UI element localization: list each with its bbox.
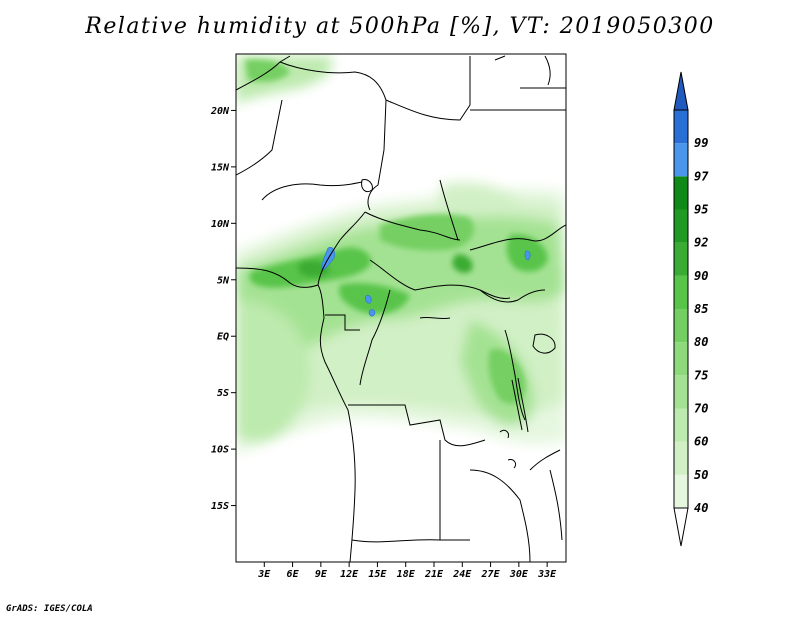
- lon-tick-label: 9E: [315, 569, 328, 580]
- lon-tick-label: 30E: [509, 569, 529, 580]
- border-congo-drc: [359, 289, 391, 386]
- colorbar-swatch: [674, 474, 688, 508]
- colorbar-swatch: [674, 176, 688, 210]
- lon-tick-label: 3E: [257, 569, 271, 580]
- colorbar-label: 90: [694, 269, 708, 283]
- border-libya-sudan: [385, 56, 471, 121]
- colorbar-arrow-low: [673, 507, 689, 547]
- colorbar-swatch: [674, 143, 688, 177]
- colorbar-swatch: [674, 309, 688, 343]
- border-algeria-niger: [279, 61, 387, 101]
- colorbar-swatch: [674, 342, 688, 376]
- colorbar-label: 99: [694, 136, 708, 150]
- lon-tick-label: 21E: [424, 569, 444, 580]
- chart-title: Relative humidity at 500hPa [%], VT: 201…: [85, 14, 715, 39]
- colorbar-arrow-high: [673, 71, 689, 111]
- lon-tick-label: 18E: [397, 569, 416, 580]
- border-car-drc: [369, 259, 511, 299]
- border-ssudan-drc: [479, 289, 546, 303]
- lat-tick-label: 10N: [211, 219, 230, 230]
- humidity-core-northwest: [245, 59, 290, 82]
- humidity-core-mid: [452, 254, 473, 273]
- colorbar-swatch: [674, 275, 688, 309]
- humidity-core-central: [339, 283, 410, 315]
- humidity-spot-high-3: [368, 309, 376, 317]
- border-libya-chad: [367, 99, 387, 211]
- colorbar-label: 50: [694, 468, 708, 482]
- colorbar-label: 85: [694, 302, 708, 316]
- colorbar-swatch: [674, 408, 688, 442]
- lat-tick-label: 15N: [211, 162, 230, 173]
- lat-tick-label: 15S: [211, 501, 229, 512]
- colorbar-label: 60: [694, 435, 708, 449]
- lake-chad: [361, 179, 373, 193]
- lon-tick-label: 33E: [537, 569, 557, 580]
- longitude-ticks: 3E 6E 9E 12E 15E 18E 21E 24E 27E 30E 33E: [257, 562, 557, 580]
- drc-lakes-small: [419, 316, 517, 469]
- colorbar-label: 92: [694, 236, 708, 250]
- border-chad-car: [364, 211, 461, 241]
- colorbar-label: 70: [694, 402, 708, 416]
- humidity-field: [236, 56, 566, 455]
- colorbar-swatch: [674, 441, 688, 475]
- sinai-coast: [494, 55, 506, 61]
- lat-tick-label: 20N: [210, 106, 230, 117]
- humidity-area-west: [236, 300, 311, 443]
- humidity-core-north: [380, 214, 474, 251]
- border-sudan-ssudan: [469, 224, 566, 251]
- coastlines-borders: [236, 55, 566, 562]
- lake-tanganyika: [511, 377, 529, 433]
- lat-tick-label: 10S: [211, 445, 229, 456]
- colorbar-label: 97: [694, 169, 709, 183]
- lon-tick-label: 12E: [340, 569, 359, 580]
- humidity-area-northeast: [440, 182, 520, 209]
- colorbar-swatch: [674, 110, 688, 144]
- humidity-spot-high-2: [365, 295, 372, 304]
- west-african-coast: [236, 267, 356, 562]
- lat-tick-label: 5S: [217, 388, 229, 399]
- colorbar-swatch: [674, 375, 688, 409]
- humidity-spot-high-4: [524, 250, 531, 261]
- colorbar-swatch: [674, 209, 688, 243]
- border-nigeria-cameroon: [317, 211, 366, 286]
- border-angola-drc: [348, 404, 486, 447]
- border-cameroon-congo: [325, 314, 360, 331]
- credit-label: GrADS: IGES/COLA: [6, 604, 93, 614]
- border-zambia: [439, 440, 531, 562]
- colorbar-label: 40: [694, 501, 708, 515]
- colorbar: 40 50 60 70 75 80 85 90 92 95 97 99: [673, 71, 709, 547]
- border-niger-nigeria: [261, 181, 363, 201]
- lon-tick-label: 24E: [452, 569, 472, 580]
- colorbar-label: 95: [694, 203, 708, 217]
- east-lakes-border: [504, 329, 526, 421]
- latitude-ticks: 20N 15N 10N 5N EQ 5S 10S 15S: [210, 106, 236, 512]
- map-frame: [235, 53, 567, 563]
- border-chad-sudan: [439, 179, 459, 241]
- humidity-core-southeast: [488, 349, 526, 404]
- border-angola-namibia: [351, 539, 470, 543]
- border-mali-niger: [236, 99, 283, 176]
- lake-victoria: [532, 333, 556, 354]
- colorbar-frame: [673, 109, 689, 509]
- colorbar-swatch: [674, 242, 688, 276]
- red-sea-coast: [520, 55, 566, 89]
- lon-tick-label: 15E: [368, 569, 387, 580]
- lat-tick-label: EQ: [217, 332, 229, 343]
- lon-tick-label: 6E: [287, 569, 300, 580]
- colorbar-label: 80: [694, 335, 708, 349]
- lat-tick-label: 5N: [217, 275, 230, 286]
- west-border-north: [236, 55, 291, 91]
- border-mozambique: [529, 449, 563, 541]
- lon-tick-label: 27E: [481, 569, 501, 580]
- colorbar-label: 75: [694, 368, 708, 382]
